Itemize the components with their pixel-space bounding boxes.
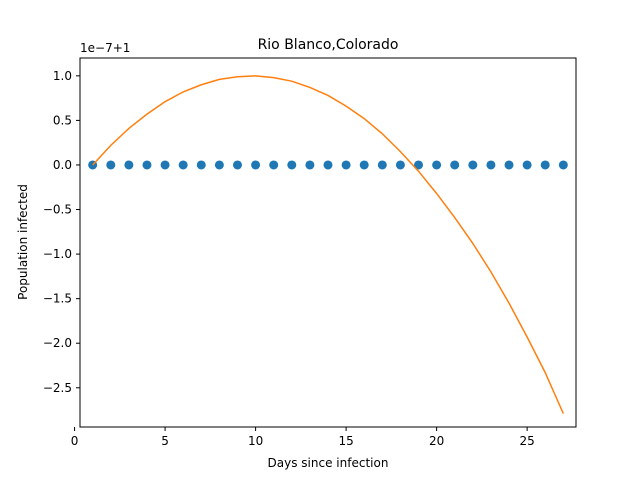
scatter-point [522,160,532,170]
scatter-point [214,160,224,170]
scatter-point [178,160,188,170]
scatter-point [232,160,242,170]
x-tick-label: 20 [429,434,444,448]
x-tick-label: 25 [519,434,534,448]
axes-frame [79,57,577,428]
scatter-point [160,160,170,170]
y-tick-label: −0.5 [43,203,72,217]
scatter-point [377,160,387,170]
chart-title: Rio Blanco,Colorado [258,37,399,53]
plot-area [88,75,568,414]
x-tick-label: 15 [338,434,353,448]
scatter-point [359,160,369,170]
scatter-point [504,160,514,170]
y-tick-label: −1.5 [43,292,72,306]
scatter-point [450,160,460,170]
y-tick-label: 0.0 [53,158,72,172]
x-tick-label: 5 [161,434,169,448]
scatter-point [540,160,550,170]
scatter-point [486,160,496,170]
scatter-point [432,160,442,170]
y-tick-label: 0.5 [53,113,72,127]
scatter-point [251,160,261,170]
scatter-point [414,160,424,170]
y-tick-label: −2.0 [43,336,72,350]
y-tick-label: −1.0 [43,247,72,261]
y-tick-label: 1.0 [53,69,72,83]
x-axis-label: Days since infection [268,456,389,470]
y-offset-label: 1e−7+1 [80,41,130,55]
scatter-point [341,160,351,170]
scatter-point [196,160,206,170]
scatter-point [287,160,297,170]
line-series [92,75,565,414]
axes: 0 5 10 15 20 25 1.0 0.5 0.0 −0.5 −1.0 −1.5 −2.0 −2.5 [43,57,577,448]
scatter-point [124,160,134,170]
x-tick-label: 10 [248,434,263,448]
x-tick-label: 0 [71,434,79,448]
scatter-point [468,160,478,170]
y-axis-label: Population infected [16,184,30,300]
scatter-point [305,160,315,170]
scatter-point [106,160,116,170]
scatter-point [323,160,333,170]
scatter-point [558,160,568,170]
scatter-point [269,160,279,170]
scatter-point [142,160,152,170]
scatter-point [395,160,405,170]
y-tick-label: −2.5 [43,381,72,395]
